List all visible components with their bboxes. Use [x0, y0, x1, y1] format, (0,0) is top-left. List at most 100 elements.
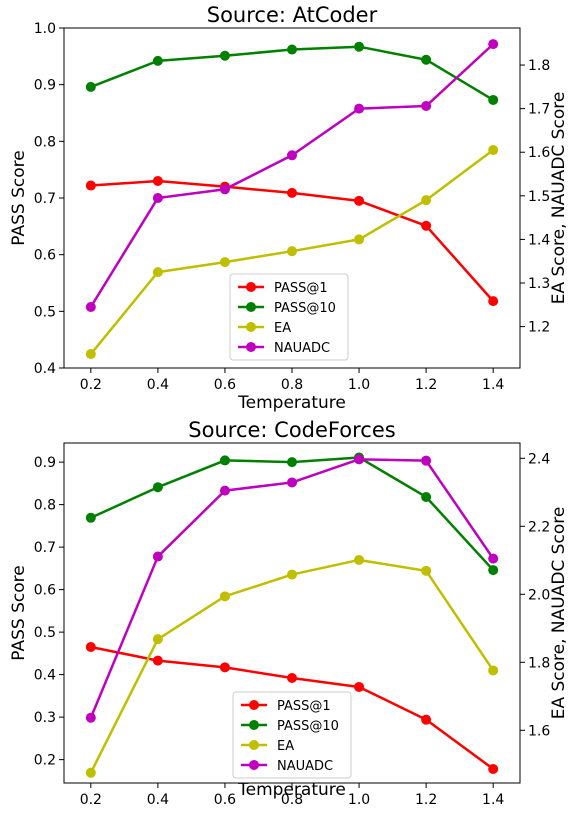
- y-right-tick-label: 1.6: [528, 145, 550, 161]
- y-left-tick-label: 0.5: [34, 625, 56, 641]
- legend: PASS@1 PASS@10 EA NAUADC: [232, 691, 352, 779]
- data-point: [488, 665, 499, 676]
- data-point: [421, 491, 432, 502]
- y-left-tick-label: 0.9: [34, 455, 56, 471]
- data-point: [152, 634, 163, 645]
- series-line: [90, 456, 495, 571]
- data-point: [354, 554, 365, 565]
- y-right-axis-label: EA Score, NAUADC Score: [549, 507, 569, 720]
- data-point: [219, 184, 230, 195]
- legend-swatch-marker: [246, 302, 256, 312]
- x-tick-label: 1.0: [348, 377, 370, 393]
- x-tick-label: 0.6: [214, 792, 236, 808]
- data-point: [421, 714, 432, 725]
- chart-title: Source: CodeForces: [188, 418, 395, 442]
- legend-label: NAUADC: [277, 759, 333, 774]
- legend-label: PASS@1: [277, 699, 331, 714]
- data-point: [354, 41, 365, 52]
- x-tick-label: 0.4: [147, 792, 169, 808]
- data-point: [488, 296, 499, 307]
- x-axis-label: Temperature: [237, 393, 346, 413]
- legend-label: EA: [274, 321, 291, 336]
- legend-box: [232, 691, 352, 779]
- data-point: [421, 565, 432, 576]
- data-point: [219, 257, 230, 268]
- data-point: [488, 763, 499, 774]
- legend: PASS@1 PASS@10 EA NAUADC: [229, 273, 349, 361]
- y-left-tick-label: 0.8: [34, 134, 56, 150]
- y-left-tick-label: 0.6: [34, 583, 56, 599]
- series-pass-1: [85, 642, 499, 774]
- data-point: [354, 454, 365, 465]
- y-left-tick-label: 0.5: [34, 304, 56, 320]
- legend-swatch-marker: [249, 760, 259, 770]
- data-point: [85, 512, 96, 523]
- series-pass-1: [85, 176, 499, 307]
- data-point: [152, 176, 163, 186]
- data-point: [421, 455, 432, 466]
- x-tick-label: 1.2: [415, 792, 437, 808]
- x-tick-label: 0.2: [80, 377, 102, 393]
- y-right-tick-label: 2.0: [528, 587, 550, 603]
- data-point: [152, 655, 163, 666]
- y-right-tick-label: 1.8: [528, 655, 550, 671]
- legend-box: [229, 273, 349, 361]
- data-point: [152, 267, 163, 278]
- legend-swatch-marker: [246, 282, 256, 292]
- y-left-tick-label: 0.7: [34, 191, 56, 207]
- data-point: [287, 150, 297, 161]
- data-point: [421, 101, 432, 112]
- legend-swatch-marker: [249, 700, 259, 710]
- x-tick-label: 1.0: [348, 792, 370, 808]
- data-point: [85, 712, 96, 723]
- x-tick-label: 0.4: [147, 377, 169, 393]
- y-left-tick-label: 0.3: [34, 710, 56, 726]
- y-left-tick-label: 0.6: [34, 248, 56, 264]
- legend-label: PASS@10: [274, 301, 336, 316]
- x-tick-label: 1.2: [415, 377, 437, 393]
- legend-swatch-marker: [249, 720, 259, 730]
- x-tick-label: 0.2: [80, 792, 102, 808]
- x-tick-label: 0.6: [214, 377, 236, 393]
- y-left-axis-label: PASS Score: [9, 565, 29, 660]
- data-point: [219, 485, 230, 496]
- data-point: [354, 681, 365, 692]
- legend-label: PASS@10: [277, 719, 339, 734]
- chart-panel-0: Source: AtCoder 0.2 0.4 0.6 0.8 1.0 1.2 1.4 0.4 0…: [9, 3, 569, 413]
- data-point: [152, 55, 163, 66]
- chart-title: Source: AtCoder: [207, 3, 378, 27]
- y-left-tick-label: 0.8: [34, 498, 56, 514]
- legend-swatch-marker: [246, 322, 256, 332]
- series-pass-10: [85, 41, 499, 105]
- y-right-tick-label: 1.4: [528, 232, 550, 248]
- y-left-axis-label: PASS Score: [9, 150, 29, 245]
- data-point: [85, 301, 96, 312]
- data-point: [488, 145, 499, 156]
- y-right-tick-label: 1.2: [528, 320, 550, 336]
- series-pass-10: [85, 452, 499, 576]
- data-point: [85, 767, 96, 778]
- data-point: [421, 220, 432, 231]
- series-line: [89, 43, 495, 308]
- y-left-tick-label: 0.7: [34, 540, 56, 556]
- chart-panel-1: Source: CodeForces 0.2 0.4 0.6 0.8 1.0 1.2 1.4 0…: [9, 418, 569, 808]
- y-left-tick-label: 0.9: [34, 78, 56, 94]
- y-right-axis-label: EA Score, NAUADC Score: [549, 92, 569, 305]
- data-point: [152, 482, 163, 493]
- data-point: [219, 455, 230, 466]
- data-point: [85, 81, 96, 92]
- y-right-tick-label: 1.7: [528, 102, 550, 118]
- y-right-tick-label: 2.2: [528, 519, 550, 535]
- legend-label: PASS@1: [274, 281, 328, 296]
- series-nauadc: [85, 39, 499, 312]
- data-point: [287, 187, 297, 198]
- data-point: [287, 44, 297, 55]
- data-point: [219, 50, 230, 61]
- series-ea: [85, 145, 499, 360]
- y-right-tick-label: 1.6: [528, 723, 550, 739]
- data-point: [152, 551, 163, 562]
- data-point: [219, 662, 230, 673]
- legend-label: NAUADC: [274, 341, 330, 356]
- y-right-tick-label: 1.8: [528, 58, 550, 74]
- legend-label: EA: [277, 739, 294, 754]
